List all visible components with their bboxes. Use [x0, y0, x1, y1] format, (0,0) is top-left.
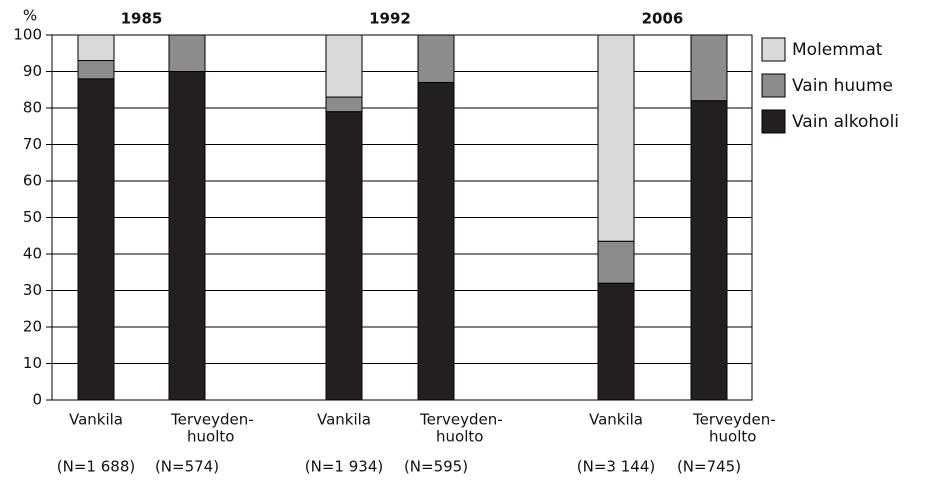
y-tick-label: 80: [23, 99, 42, 117]
bar-segment: [417, 81, 455, 401]
legend-swatch: [761, 109, 786, 134]
sample-size: (N=3 144): [577, 458, 655, 476]
bar-segment: [168, 34, 206, 72]
y-tick-label: 70: [23, 135, 42, 153]
sample-size: (N=1 934): [305, 458, 383, 476]
y-tick-label: 0: [32, 391, 42, 409]
y-axis-label: %: [23, 7, 37, 25]
bar-segment: [325, 34, 363, 98]
bar-segment: [597, 282, 635, 401]
plot-frame: [51, 34, 753, 401]
x-tick-label: Vankila: [317, 411, 371, 429]
bar-segment: [597, 34, 635, 242]
y-tick-label: 100: [13, 26, 42, 44]
group-label: 1992: [369, 10, 411, 28]
bar-segment: [690, 100, 728, 401]
legend-swatch: [761, 37, 786, 62]
bar-segment: [77, 78, 115, 401]
x-tick-label: huolto: [436, 428, 483, 446]
bar-segment: [325, 96, 363, 113]
bar-segment: [77, 34, 115, 62]
x-tick-label: Vankila: [69, 411, 123, 429]
legend-label: Molemmat: [792, 40, 883, 60]
x-tick-label: Terveyden-: [170, 411, 254, 429]
y-tick-label: 40: [23, 245, 42, 263]
sample-size: (N=595): [404, 458, 468, 476]
x-tick-label: Vankila: [589, 411, 643, 429]
y-tick-label: 20: [23, 318, 42, 336]
y-tick-label: 60: [23, 172, 42, 190]
x-tick-label: huolto: [187, 428, 234, 446]
legend-swatch: [761, 73, 786, 98]
sample-size: (N=574): [155, 458, 219, 476]
x-tick-label: Terveyden-: [692, 411, 776, 429]
bar-segment: [77, 60, 115, 80]
bar-segment: [168, 71, 206, 401]
group-label: 1985: [121, 10, 163, 28]
bar-segment: [325, 111, 363, 401]
sample-size: (N=1 688): [57, 458, 135, 476]
legend-label: Vain alkoholi: [792, 112, 899, 132]
sample-size: (N=745): [677, 458, 741, 476]
bar-segment: [417, 34, 455, 83]
bar-segment: [597, 240, 635, 284]
bar-segment: [690, 34, 728, 102]
legend-label: Vain huume: [792, 76, 893, 96]
y-tick-label: 50: [23, 208, 42, 226]
x-tick-label: huolto: [709, 428, 756, 446]
group-label: 2006: [642, 10, 684, 28]
x-tick-label: Terveyden-: [419, 411, 503, 429]
y-tick-label: 90: [23, 62, 42, 80]
y-tick-label: 10: [23, 354, 42, 372]
y-tick-label: 30: [23, 281, 42, 299]
